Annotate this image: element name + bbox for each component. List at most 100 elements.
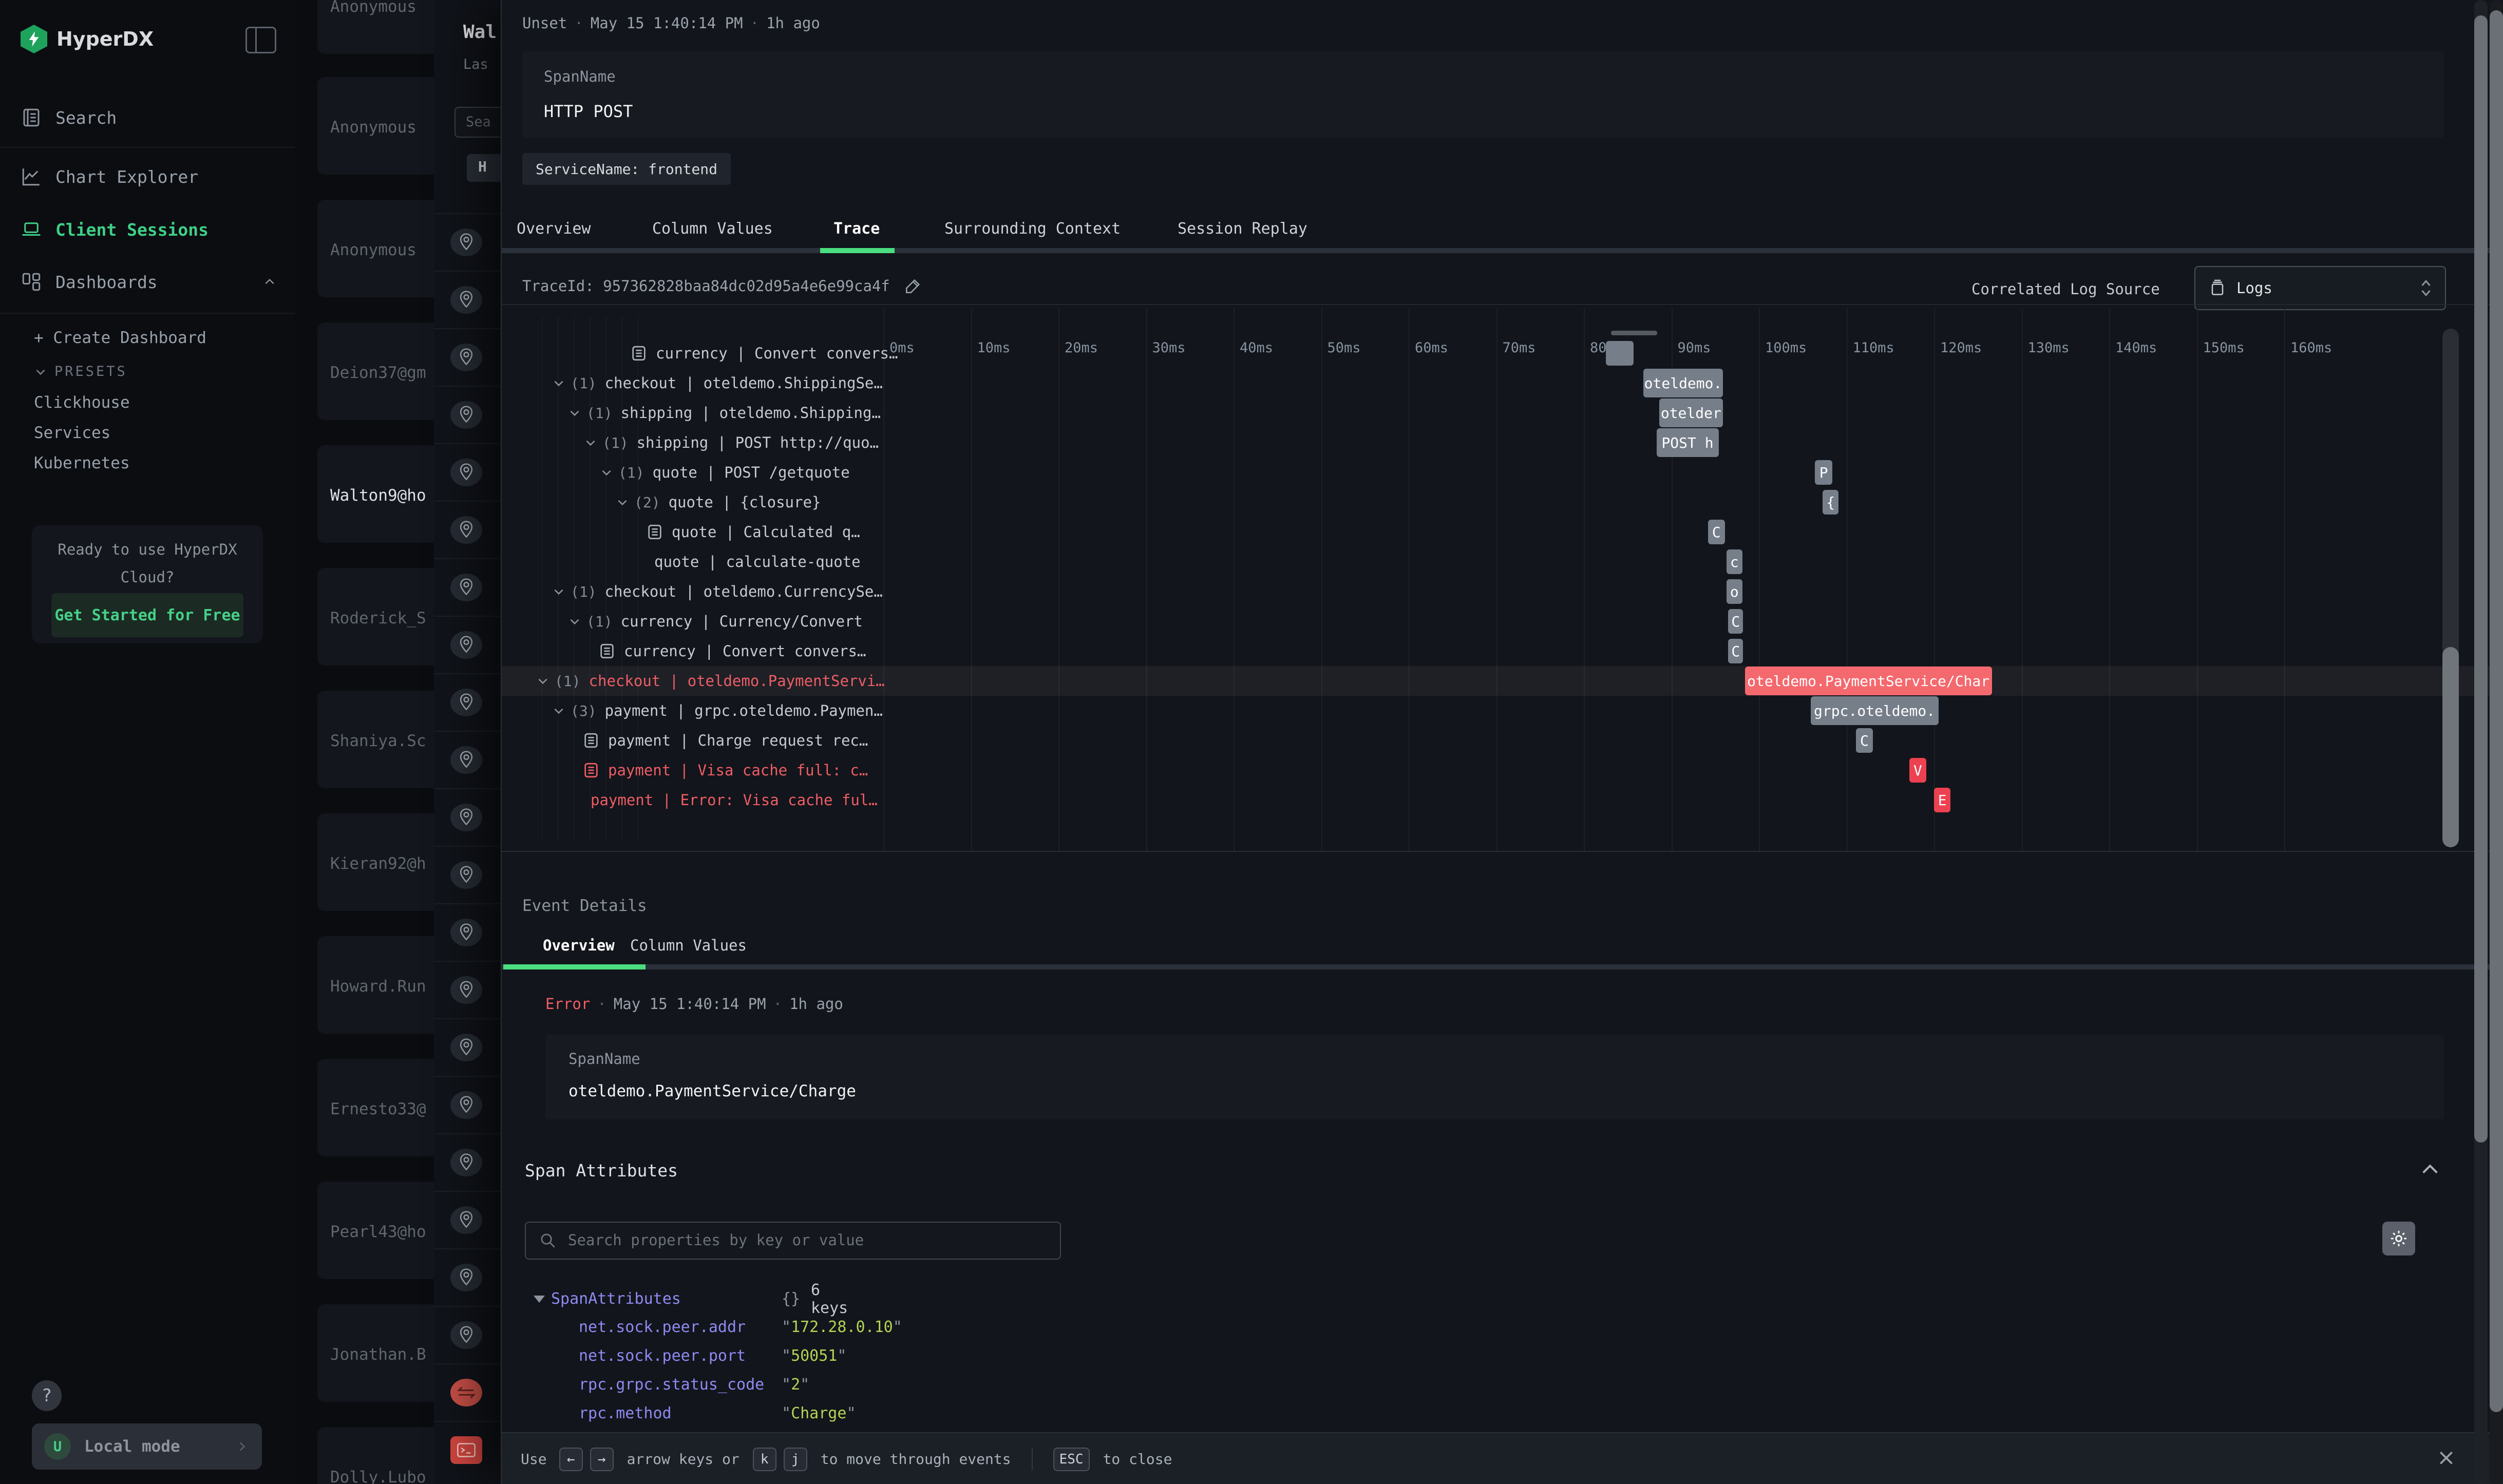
- session-list-item[interactable]: Roderick_S: [317, 568, 434, 665]
- session-event-row[interactable]: [434, 1191, 501, 1249]
- service-name-chip[interactable]: ServiceName: frontend: [522, 153, 731, 185]
- session-event-row[interactable]: [434, 1076, 501, 1134]
- chevron-down-icon[interactable]: [600, 466, 613, 479]
- collapse-sidebar-icon[interactable]: [245, 27, 276, 53]
- trace-span-row[interactable]: (2) quote | {closure} {: [502, 487, 2503, 517]
- session-event-row[interactable]: [434, 731, 501, 789]
- preset-services[interactable]: Services: [34, 424, 111, 442]
- chevron-down-icon[interactable]: [568, 615, 581, 628]
- window-scrollbar-thumb[interactable]: [2490, 10, 2503, 1412]
- attribute-row[interactable]: net.sock.peer.addr "172.28.0.10": [579, 1318, 902, 1336]
- session-search-input[interactable]: Sea: [454, 107, 501, 138]
- session-event-row[interactable]: [434, 271, 501, 329]
- sidebar-item-dashboards[interactable]: Dashboards: [21, 271, 274, 293]
- trace-span-row[interactable]: (1) shipping | oteldemo.Shipping… otelder: [502, 398, 2503, 428]
- trace-span-row[interactable]: currency | Convert convers… C: [502, 636, 2503, 666]
- attribute-row[interactable]: rpc.method "Charge": [579, 1404, 856, 1422]
- chevron-down-icon[interactable]: [552, 585, 565, 598]
- preset-clickhouse[interactable]: Clickhouse: [34, 393, 130, 412]
- span-duration-bar[interactable]: c: [1726, 549, 1742, 574]
- waterfall-scrollbar-thumb[interactable]: [2442, 647, 2459, 847]
- span-duration-bar[interactable]: C: [1856, 728, 1873, 753]
- create-dashboard-button[interactable]: + Create Dashboard: [34, 329, 206, 347]
- preset-kubernetes[interactable]: Kubernetes: [34, 454, 130, 472]
- trace-span-row[interactable]: (1) currency | Currency/Convert C: [502, 606, 2503, 636]
- event-tab-overview[interactable]: Overview: [543, 937, 615, 954]
- session-event-row[interactable]: [434, 558, 501, 617]
- trace-span-row[interactable]: quote | calculate-quote c: [502, 547, 2503, 577]
- brand[interactable]: HyperDX: [21, 25, 154, 53]
- trace-span-row[interactable]: quote | Calculated q… C: [502, 517, 2503, 547]
- chevron-down-icon[interactable]: [568, 406, 581, 420]
- session-list-item[interactable]: Anonymous: [317, 0, 434, 54]
- log-source-select[interactable]: Logs: [2194, 266, 2446, 310]
- session-event-row[interactable]: [434, 961, 501, 1019]
- tab-trace[interactable]: Trace: [833, 220, 880, 238]
- tab-column-values[interactable]: Column Values: [652, 220, 773, 238]
- inner-scrollbar-thumb[interactable]: [2474, 15, 2488, 1143]
- session-event-row[interactable]: [434, 673, 501, 732]
- session-event-row[interactable]: [434, 1421, 501, 1479]
- span-duration-bar[interactable]: POST h: [1656, 428, 1719, 457]
- span-duration-bar[interactable]: oteldemo.: [1643, 369, 1723, 397]
- session-list-item[interactable]: Walton9@ho: [317, 445, 434, 543]
- session-list-item[interactable]: Shaniya.Sc: [317, 691, 434, 788]
- trace-span-row[interactable]: (1) checkout | oteldemo.ShippingSe… otelde…: [502, 368, 2503, 398]
- session-event-row[interactable]: [434, 846, 501, 904]
- span-duration-bar[interactable]: V: [1909, 758, 1926, 783]
- session-list-item[interactable]: Anonymous: [317, 77, 434, 175]
- chevron-down-icon[interactable]: [552, 704, 565, 717]
- collapse-section-icon[interactable]: [2420, 1162, 2440, 1177]
- tab-overview[interactable]: Overview: [517, 220, 591, 238]
- span-duration-bar[interactable]: C: [1708, 520, 1725, 544]
- event-tab-column-values[interactable]: Column Values: [630, 937, 747, 954]
- session-event-row[interactable]: [434, 501, 501, 559]
- span-duration-bar[interactable]: [1605, 341, 1634, 366]
- tab-surrounding-context[interactable]: Surrounding Context: [944, 220, 1121, 238]
- gear-icon[interactable]: [2382, 1222, 2415, 1255]
- session-list-item[interactable]: Dolly.Lubo: [317, 1427, 434, 1484]
- session-event-row[interactable]: [434, 328, 501, 387]
- close-icon[interactable]: ×: [2437, 1444, 2456, 1471]
- session-list-item[interactable]: Deion37@gm: [317, 322, 434, 420]
- session-event-row[interactable]: [434, 1363, 501, 1422]
- session-event-row[interactable]: [434, 1248, 501, 1307]
- session-list-item[interactable]: Kieran92@h: [317, 813, 434, 911]
- chevron-down-icon[interactable]: [584, 436, 597, 449]
- session-event-row[interactable]: [434, 903, 501, 962]
- span-duration-bar[interactable]: P: [1815, 460, 1833, 485]
- session-event-row[interactable]: [434, 788, 501, 847]
- session-list-item[interactable]: Jonathan.B: [317, 1304, 434, 1402]
- presets-toggle[interactable]: PRESETS: [34, 364, 127, 379]
- trace-span-row[interactable]: (1) checkout | oteldemo.PaymentServi… otel…: [502, 666, 2503, 696]
- span-duration-bar[interactable]: oteldemo.PaymentService/Char: [1744, 667, 1992, 695]
- span-duration-bar[interactable]: C: [1728, 609, 1743, 634]
- highlighted-button[interactable]: H: [467, 154, 501, 182]
- session-event-row[interactable]: [434, 1133, 501, 1192]
- session-event-row[interactable]: [434, 443, 501, 502]
- tab-session-replay[interactable]: Session Replay: [1178, 220, 1307, 238]
- session-list-item[interactable]: Anonymous: [317, 200, 434, 297]
- attribute-row[interactable]: rpc.grpc.status_code "2": [579, 1376, 809, 1394]
- session-list-item[interactable]: Howard.Run: [317, 936, 434, 1034]
- chevron-down-icon[interactable]: [552, 376, 565, 390]
- sidebar-item-search[interactable]: Search: [21, 107, 117, 128]
- attributes-root-node[interactable]: SpanAttributes {} 6 keys: [534, 1281, 848, 1317]
- session-event-row[interactable]: [434, 1018, 501, 1077]
- session-event-row[interactable]: [434, 213, 501, 272]
- trace-span-row[interactable]: (1) quote | POST /getquote P: [502, 458, 2503, 487]
- trace-span-row[interactable]: (1) shipping | POST http://quo… POST h: [502, 428, 2503, 458]
- help-button[interactable]: ?: [32, 1380, 62, 1411]
- local-mode-menu[interactable]: U Local mode: [32, 1423, 262, 1470]
- session-list-item[interactable]: Pearl43@ho: [317, 1182, 434, 1279]
- trace-span-row[interactable]: (3) payment | grpc.oteldemo.Paymen… grpc.o…: [502, 696, 2503, 726]
- sidebar-item-chart-explorer[interactable]: Chart Explorer: [21, 166, 198, 187]
- sidebar-item-client-sessions[interactable]: Client Sessions: [21, 219, 208, 240]
- span-duration-bar[interactable]: E: [1934, 788, 1951, 812]
- chevron-down-icon[interactable]: [616, 496, 629, 509]
- trace-span-row[interactable]: payment | Visa cache full: c… V: [502, 755, 2503, 785]
- span-duration-bar[interactable]: o: [1726, 579, 1742, 604]
- trace-span-row[interactable]: payment | Charge request rec… C: [502, 726, 2503, 755]
- edit-pencil-icon[interactable]: [904, 277, 922, 295]
- session-event-row[interactable]: [434, 1306, 501, 1364]
